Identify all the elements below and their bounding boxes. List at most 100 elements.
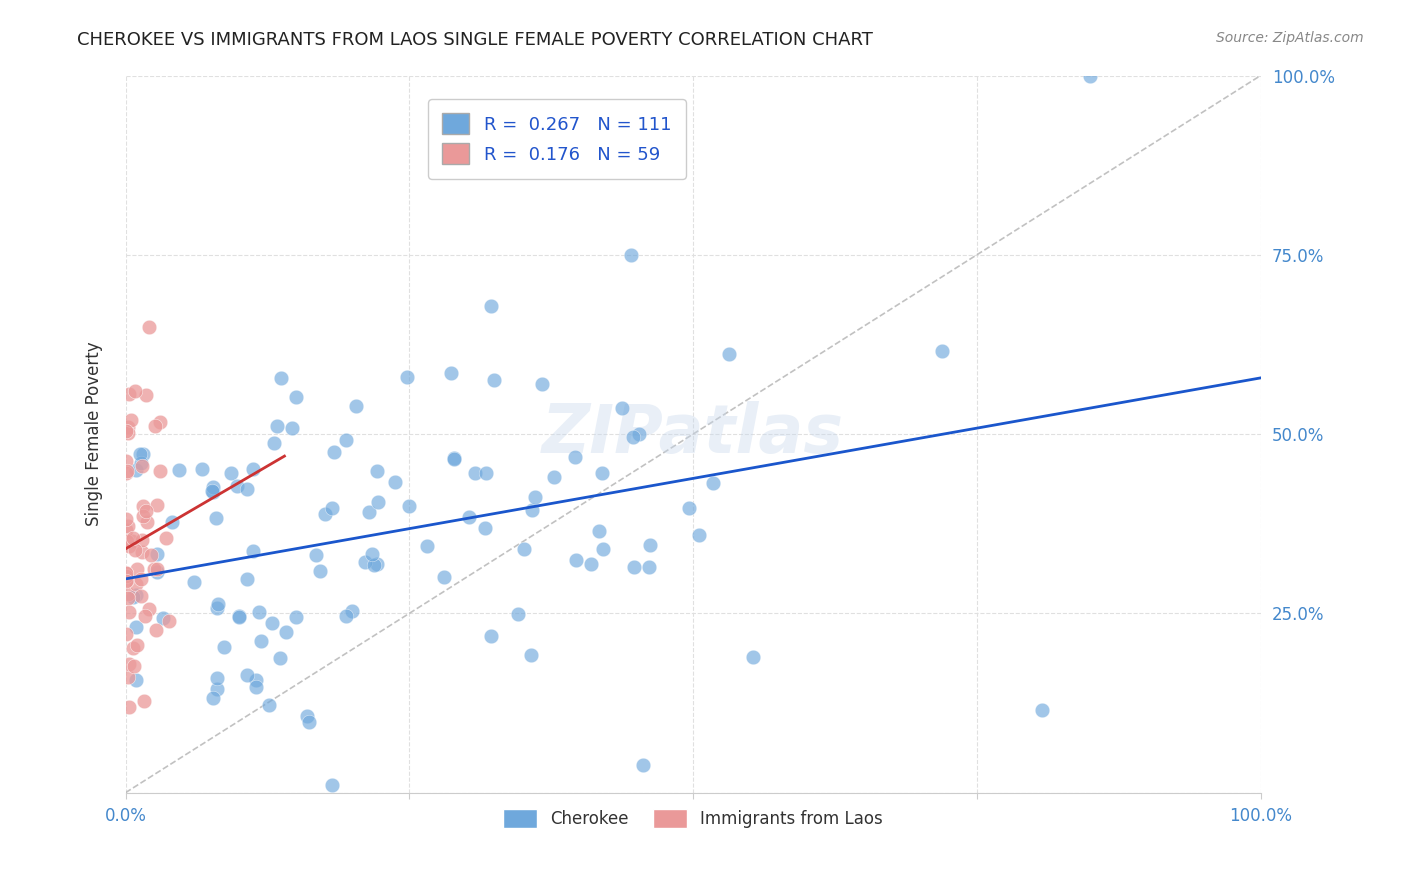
Point: [479, 629, 502, 643]
Point: [512, 542, 534, 557]
Point: [678, 500, 700, 515]
Point: [207, 597, 229, 611]
Point: [344, 399, 367, 413]
Point: [125, 673, 148, 688]
Point: [115, 467, 138, 481]
Point: [125, 463, 148, 477]
Point: [242, 462, 264, 476]
Point: [259, 698, 281, 712]
Point: [124, 384, 146, 399]
Point: [155, 531, 177, 545]
Point: [131, 458, 153, 473]
Point: [117, 519, 139, 533]
Point: [263, 436, 285, 450]
Point: [564, 450, 586, 465]
Point: [115, 523, 138, 537]
Point: [115, 566, 138, 580]
Point: [118, 387, 141, 401]
Point: [118, 700, 141, 714]
Point: [474, 521, 496, 535]
Point: [115, 453, 138, 467]
Point: [201, 484, 224, 499]
Point: [366, 464, 388, 478]
Point: [245, 673, 267, 687]
Point: [363, 558, 385, 573]
Point: [219, 466, 242, 480]
Point: [138, 319, 160, 334]
Point: [129, 572, 152, 586]
Point: [321, 500, 343, 515]
Point: [132, 508, 155, 523]
Point: [205, 681, 228, 696]
Point: [475, 466, 498, 480]
Point: [591, 467, 613, 481]
Point: [201, 483, 224, 498]
Point: [117, 420, 139, 434]
Point: [157, 614, 180, 628]
Point: [269, 651, 291, 665]
Point: [122, 659, 145, 673]
Point: [506, 607, 529, 622]
Point: [481, 299, 503, 313]
Point: [132, 694, 155, 708]
Point: [440, 366, 463, 380]
Point: [115, 533, 138, 548]
Point: [117, 426, 139, 441]
Point: [236, 572, 259, 586]
Point: [242, 544, 264, 558]
Point: [702, 475, 724, 490]
Point: [620, 248, 643, 262]
Point: [205, 671, 228, 685]
Point: [146, 547, 169, 561]
Point: [149, 464, 172, 478]
Point: [354, 555, 377, 569]
Point: [120, 413, 142, 427]
Point: [247, 605, 270, 619]
Point: [127, 638, 149, 652]
Point: [138, 602, 160, 616]
Point: [262, 615, 284, 630]
Point: [285, 609, 308, 624]
Point: [115, 627, 138, 641]
Point: [132, 500, 155, 514]
Point: [228, 610, 250, 624]
Point: [367, 495, 389, 509]
Point: [458, 510, 481, 524]
Point: [142, 562, 165, 576]
Point: [131, 533, 153, 547]
Point: [129, 589, 152, 603]
Text: Source: ZipAtlas.com: Source: ZipAtlas.com: [1216, 31, 1364, 45]
Point: [623, 559, 645, 574]
Point: [131, 544, 153, 558]
Point: [281, 421, 304, 435]
Point: [531, 376, 554, 391]
Point: [285, 390, 308, 404]
Point: [169, 463, 191, 477]
Point: [565, 553, 588, 567]
Point: [1031, 703, 1053, 717]
Point: [245, 681, 267, 695]
Point: [621, 430, 644, 444]
Point: [592, 542, 614, 557]
Point: [631, 758, 654, 772]
Point: [134, 608, 156, 623]
Point: [384, 475, 406, 489]
Point: [135, 388, 157, 402]
Point: [118, 539, 141, 553]
Point: [543, 470, 565, 484]
Point: [226, 479, 249, 493]
Point: [718, 347, 741, 361]
Point: [433, 570, 456, 584]
Point: [249, 634, 271, 648]
Point: [361, 547, 384, 561]
Point: [236, 668, 259, 682]
Point: [125, 620, 148, 634]
Text: ZIPatlas: ZIPatlas: [543, 401, 844, 467]
Point: [295, 709, 318, 723]
Point: [398, 499, 420, 513]
Point: [524, 491, 547, 505]
Point: [688, 528, 710, 542]
Point: [1080, 69, 1102, 83]
Point: [443, 452, 465, 467]
Point: [124, 543, 146, 558]
